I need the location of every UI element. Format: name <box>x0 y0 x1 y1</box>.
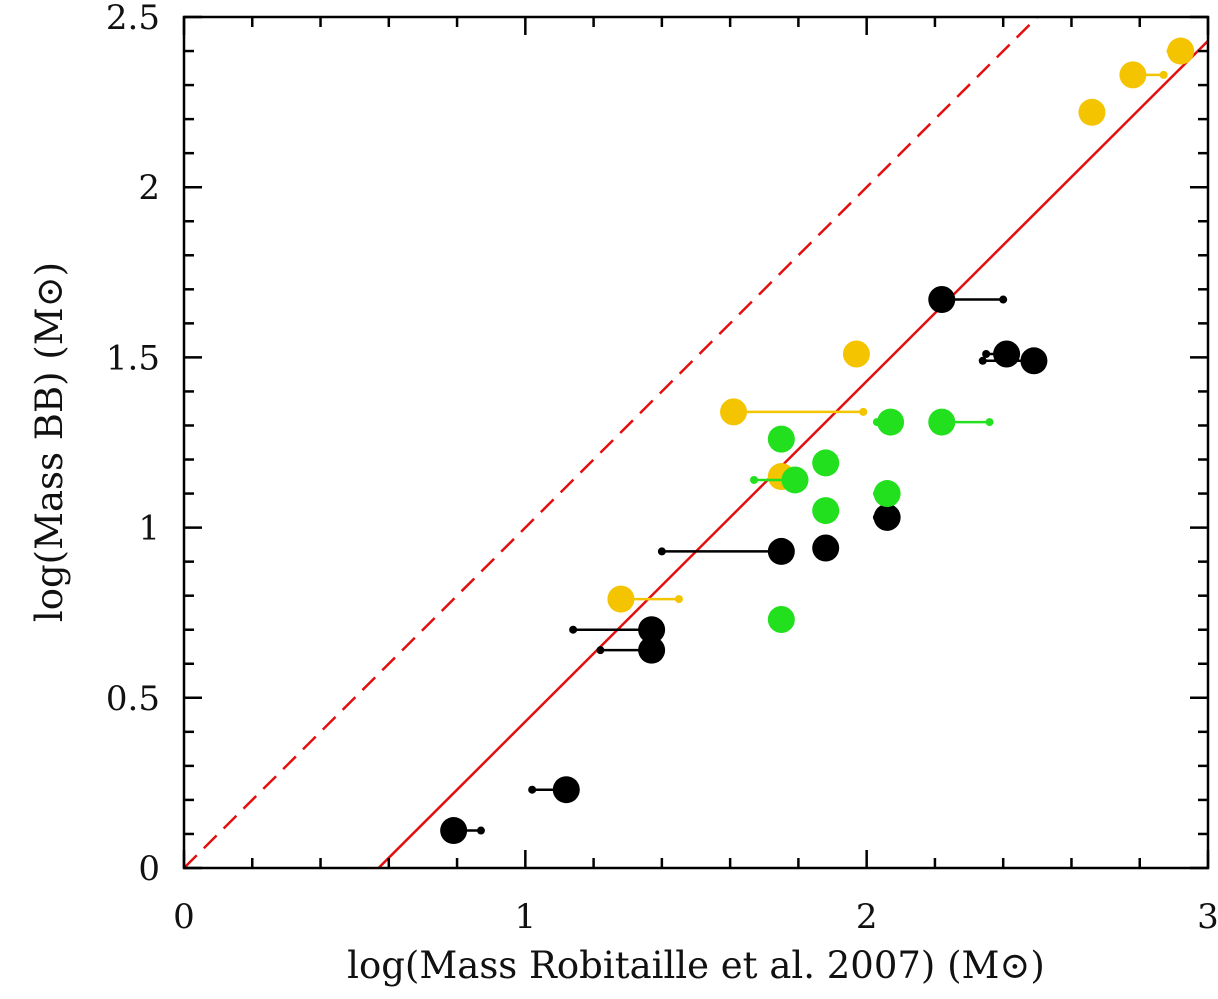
tick-labels: 0 1 2 3 0 0.5 1 1.5 2 2.5 <box>106 0 1218 937</box>
point-marker <box>607 585 635 613</box>
data-point-green <box>812 449 840 477</box>
data-point-black <box>569 616 666 644</box>
offset-marker <box>596 646 605 655</box>
x-axis-title: log(Mass Robitaille et al. 2007) (M⊙) <box>347 944 1045 987</box>
y-tick-label: 0.5 <box>106 679 160 719</box>
point-marker <box>1020 347 1048 375</box>
data-point-black <box>928 286 1008 314</box>
y-tick-label: 2.5 <box>106 0 160 38</box>
offset-marker <box>674 595 683 604</box>
data-point-green <box>767 606 795 634</box>
data-point-black <box>978 347 1048 375</box>
point-marker <box>873 480 901 508</box>
offset-marker <box>476 826 485 835</box>
point-marker <box>993 340 1021 368</box>
point-marker <box>928 286 956 314</box>
point-marker <box>812 497 840 525</box>
offset-marker <box>999 295 1008 304</box>
x-tick-label: 3 <box>1197 897 1218 937</box>
point-marker <box>552 776 580 804</box>
point-marker <box>1078 98 1106 126</box>
offset-marker <box>1159 70 1168 79</box>
data-point-black <box>812 534 840 562</box>
point-marker <box>842 340 870 368</box>
offset-marker <box>978 356 987 365</box>
point-marker <box>638 636 666 664</box>
offset-marker <box>657 547 666 556</box>
point-marker <box>873 503 901 531</box>
point-marker <box>1119 61 1147 89</box>
offset-marker <box>859 407 868 416</box>
point-marker <box>928 408 956 436</box>
offset-marker <box>985 418 994 427</box>
offset-marker <box>528 785 537 794</box>
data-point-black <box>596 636 666 664</box>
reference-lines <box>184 17 1208 868</box>
offset-marker <box>569 625 578 634</box>
data-point-yellow <box>842 340 870 368</box>
y-tick-label: 1.5 <box>106 338 160 378</box>
x-tick-label: 0 <box>173 897 195 937</box>
data-point-green <box>872 480 901 508</box>
point-marker <box>812 534 840 562</box>
point-marker <box>781 466 809 494</box>
data-point-yellow <box>1078 98 1106 126</box>
point-marker <box>767 537 795 565</box>
point-marker <box>767 425 795 453</box>
offset-marker <box>982 349 991 358</box>
data-point-yellow <box>1166 37 1195 65</box>
data-point-yellow <box>720 398 868 426</box>
point-marker <box>877 408 905 436</box>
offset-marker <box>750 475 759 484</box>
point-marker <box>440 817 468 845</box>
point-marker <box>767 606 795 634</box>
point-marker <box>1167 37 1195 65</box>
y-tick-label: 0 <box>138 849 160 889</box>
data-point-green <box>928 408 994 436</box>
y-tick-label: 1 <box>138 509 160 549</box>
data-point-black <box>440 817 485 845</box>
data-points <box>440 37 1195 845</box>
data-point-green <box>872 408 905 436</box>
solid-reference-line <box>377 39 1208 868</box>
data-point-black <box>657 537 795 565</box>
point-marker <box>720 398 748 426</box>
point-marker <box>812 449 840 477</box>
data-point-green <box>750 466 809 494</box>
data-point-yellow <box>607 585 683 613</box>
y-axis-title: log(Mass BB) (M⊙) <box>28 262 71 622</box>
dashed-reference-line <box>184 17 1039 868</box>
data-point-black <box>872 503 901 531</box>
data-point-green <box>767 425 795 453</box>
plot-frame <box>182 15 1210 870</box>
data-point-yellow <box>1119 61 1168 89</box>
y-tick-label: 2 <box>138 168 160 208</box>
x-tick-label: 1 <box>515 897 537 937</box>
axis-ticks <box>182 15 1210 870</box>
data-point-black <box>528 776 580 804</box>
data-point-green <box>812 497 840 525</box>
x-tick-label: 2 <box>856 897 878 937</box>
point-marker <box>638 616 666 644</box>
